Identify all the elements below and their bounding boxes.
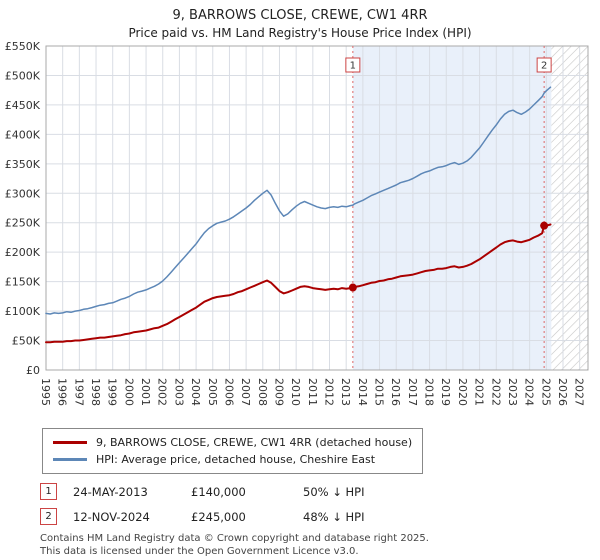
svg-text:2025: 2025 — [539, 378, 552, 406]
svg-text:1997: 1997 — [72, 378, 85, 406]
svg-text:2009: 2009 — [272, 378, 285, 406]
svg-text:2014: 2014 — [356, 378, 369, 406]
svg-text:£50K: £50K — [12, 335, 41, 348]
license-line: This data is licensed under the Open Gov… — [40, 545, 359, 557]
sale-row-2: 2 12-NOV-2024 £245,000 48% ↓ HPI — [40, 508, 600, 525]
svg-text:2016: 2016 — [389, 378, 402, 406]
legend-label-hpi: HPI: Average price, detached house, Ches… — [96, 453, 376, 466]
svg-text:1999: 1999 — [106, 378, 119, 406]
svg-text:2004: 2004 — [189, 378, 202, 406]
svg-text:2013: 2013 — [339, 378, 352, 406]
svg-text:£550K: £550K — [5, 40, 41, 53]
sales-list: 1 24-MAY-2013 £140,000 50% ↓ HPI 2 12-NO… — [40, 483, 600, 525]
page-subtitle: Price paid vs. HM Land Registry's House … — [128, 26, 472, 40]
sale-2-price: £245,000 — [191, 509, 246, 524]
svg-text:2023: 2023 — [506, 378, 519, 406]
sale-2-date: 12-NOV-2024 — [73, 509, 150, 524]
sale-2-hpi-delta: 48% ↓ HPI — [303, 509, 365, 524]
sale-2-number-badge: 2 — [40, 508, 57, 525]
svg-text:1995: 1995 — [39, 378, 52, 406]
svg-text:2008: 2008 — [256, 378, 269, 406]
legend-item-hpi: HPI: Average price, detached house, Ches… — [53, 451, 412, 468]
legend-label-property: 9, BARROWS CLOSE, CREWE, CW1 4RR (detach… — [96, 436, 413, 449]
svg-text:2005: 2005 — [206, 378, 219, 406]
svg-text:2001: 2001 — [139, 378, 152, 406]
svg-text:£500K: £500K — [5, 69, 41, 82]
svg-text:£300K: £300K — [5, 187, 41, 200]
svg-text:2024: 2024 — [523, 378, 536, 406]
svg-text:£450K: £450K — [5, 99, 41, 112]
svg-text:£0: £0 — [26, 364, 40, 377]
legend-item-property: 9, BARROWS CLOSE, CREWE, CW1 4RR (detach… — [53, 434, 412, 451]
svg-text:2010: 2010 — [289, 378, 302, 406]
property-line-swatch — [53, 441, 87, 444]
svg-text:2003: 2003 — [172, 378, 185, 406]
page-title: 9, BARROWS CLOSE, CREWE, CW1 4RR — [172, 8, 428, 23]
svg-text:1: 1 — [350, 61, 356, 72]
chart-legend: 9, BARROWS CLOSE, CREWE, CW1 4RR (detach… — [42, 428, 424, 474]
svg-text:£150K: £150K — [5, 276, 41, 289]
svg-text:1996: 1996 — [56, 378, 69, 406]
svg-text:2017: 2017 — [406, 378, 419, 406]
hpi-line-swatch — [53, 458, 87, 461]
svg-text:£350K: £350K — [5, 158, 41, 171]
license-footer: Contains HM Land Registry data © Crown c… — [40, 533, 600, 558]
svg-text:2011: 2011 — [306, 378, 319, 406]
svg-text:2006: 2006 — [222, 378, 235, 406]
svg-text:£200K: £200K — [5, 246, 41, 259]
sale-1-hpi-delta: 50% ↓ HPI — [303, 484, 365, 499]
svg-text:£400K: £400K — [5, 128, 41, 141]
svg-text:2021: 2021 — [473, 378, 486, 406]
svg-text:2000: 2000 — [122, 378, 135, 406]
svg-text:2027: 2027 — [573, 378, 586, 406]
svg-text:2002: 2002 — [156, 378, 169, 406]
svg-text:2: 2 — [541, 61, 547, 72]
svg-text:2007: 2007 — [239, 378, 252, 406]
svg-text:£250K: £250K — [5, 217, 41, 230]
copyright-line: Contains HM Land Registry data © Crown c… — [40, 533, 429, 544]
sale-1-date: 24-MAY-2013 — [73, 484, 148, 499]
svg-text:£100K: £100K — [5, 305, 41, 318]
svg-text:1998: 1998 — [89, 378, 102, 406]
svg-text:2026: 2026 — [556, 378, 569, 406]
svg-text:2019: 2019 — [439, 378, 452, 406]
svg-text:2022: 2022 — [489, 378, 502, 406]
svg-text:2020: 2020 — [456, 378, 469, 406]
svg-text:2018: 2018 — [423, 378, 436, 406]
sale-1-number-badge: 1 — [40, 483, 57, 500]
sale-1-price: £140,000 — [191, 484, 246, 499]
svg-text:2012: 2012 — [323, 378, 336, 406]
price-history-chart: 1995 1996 1997 1998 1999 2000 2001 2002 2003 2004… — [5, 40, 589, 406]
sale-row-1: 1 24-MAY-2013 £140,000 50% ↓ HPI — [40, 483, 600, 500]
svg-text:2015: 2015 — [373, 378, 386, 406]
